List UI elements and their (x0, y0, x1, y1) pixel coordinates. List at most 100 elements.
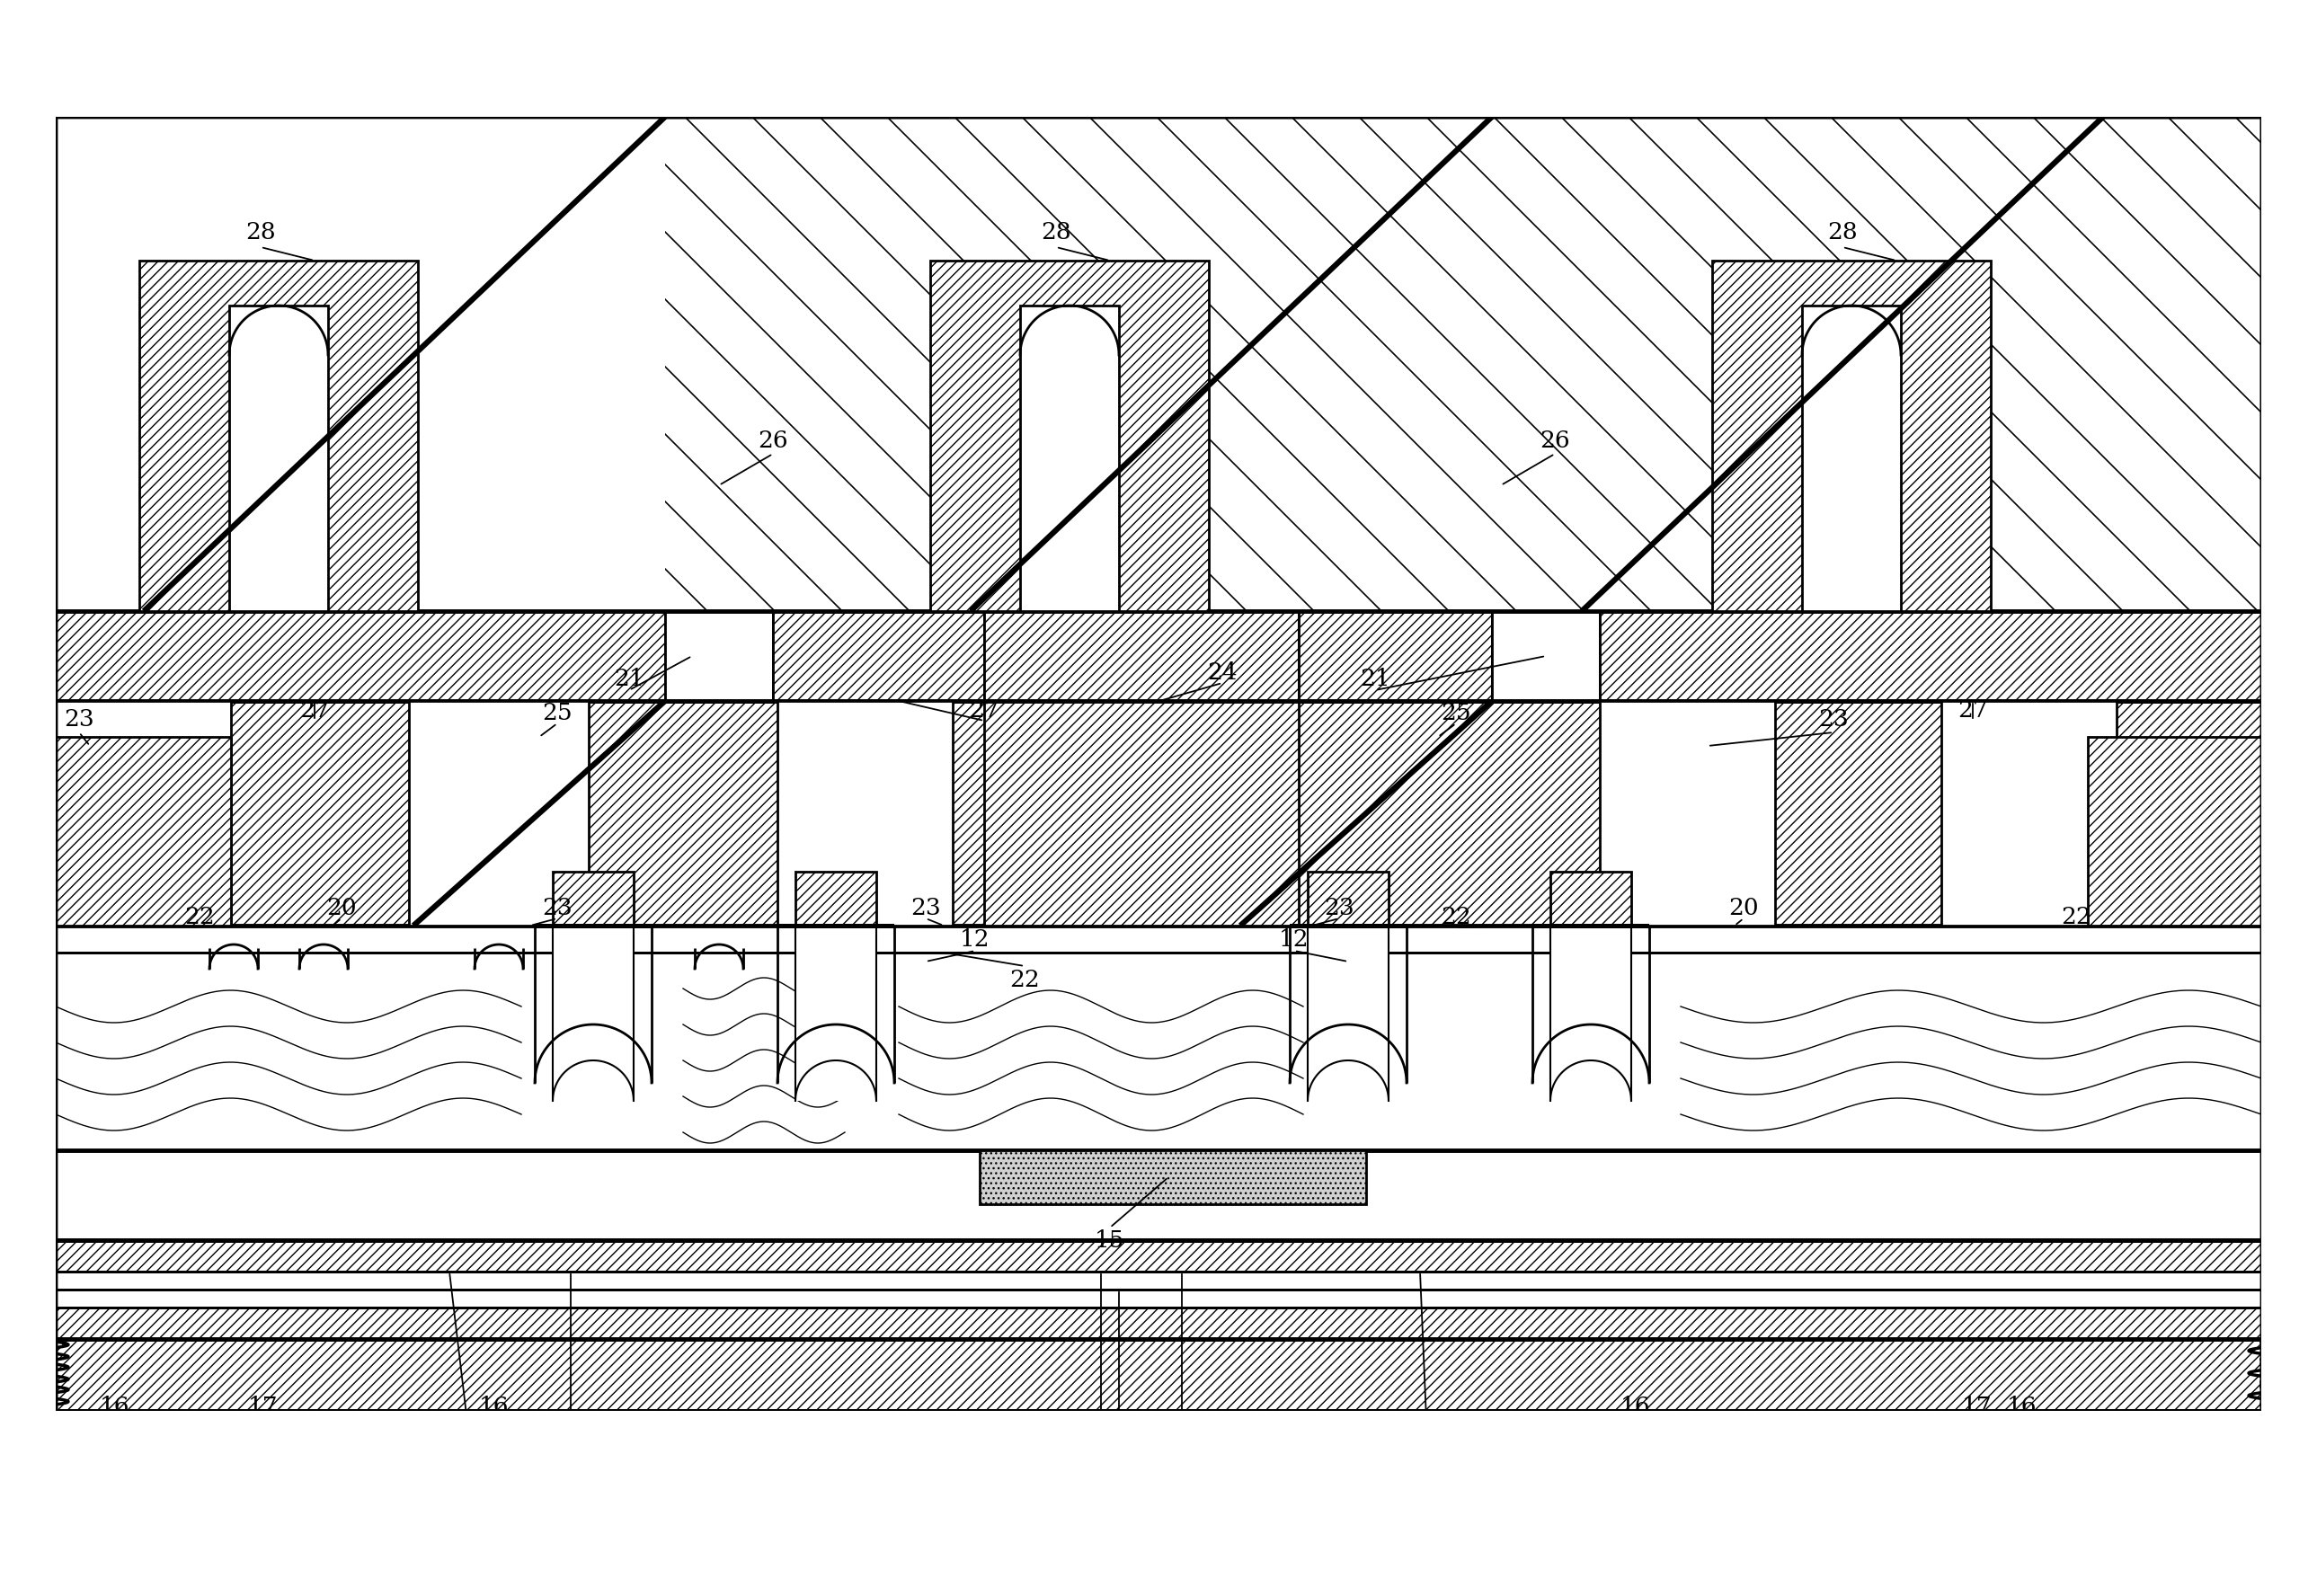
Bar (56, 953, 2261, 1240)
Bar (535, 924, 651, 929)
Text: 4: 4 (266, 1508, 283, 1531)
Text: 23: 23 (911, 897, 941, 919)
Bar (408, 701, 589, 926)
Text: 16: 16 (2007, 1395, 2037, 1417)
Text: 21: 21 (614, 667, 644, 689)
Bar (1291, 924, 1406, 929)
Bar (56, 926, 2261, 953)
Bar (56, 1339, 2261, 1411)
Text: 23: 23 (65, 707, 95, 729)
Text: 25: 25 (542, 701, 572, 725)
Bar (2088, 737, 2261, 926)
Text: 13: 13 (1168, 1479, 1198, 1502)
Text: 7: 7 (693, 1484, 709, 1508)
Text: 24: 24 (1207, 661, 1237, 683)
Bar (56, 611, 665, 701)
Text: 26: 26 (1541, 429, 1571, 452)
Bar (1712, 260, 1990, 611)
Text: 10: 10 (459, 1484, 489, 1508)
Bar (1019, 305, 1119, 611)
Text: 22: 22 (2060, 905, 2092, 927)
Bar (56, 117, 2261, 1411)
Bar (229, 305, 329, 611)
Text: 20: 20 (1728, 897, 1759, 919)
Bar (1550, 871, 1631, 926)
Text: 2: 2 (1094, 1470, 1108, 1492)
Bar (779, 701, 952, 926)
Bar (56, 117, 2261, 1411)
Text: 26: 26 (758, 429, 788, 452)
Text: 23: 23 (1819, 707, 1849, 729)
Bar (1300, 611, 1492, 701)
Text: 28: 28 (1040, 220, 1070, 243)
Text: 21: 21 (1360, 667, 1390, 689)
Text: 28: 28 (1828, 220, 1858, 243)
Bar (779, 924, 894, 929)
Text: 27: 27 (1958, 699, 1988, 721)
Text: 3: 3 (1793, 1508, 1810, 1531)
Bar (56, 1272, 2261, 1290)
Text: 15: 15 (1096, 1229, 1126, 1251)
Text: 22: 22 (185, 905, 215, 927)
Text: 1: 1 (2275, 1444, 2292, 1467)
Bar (929, 260, 1209, 611)
Bar (1942, 701, 2115, 926)
Bar (795, 926, 876, 1101)
Bar (1599, 611, 2261, 701)
Text: 11: 11 (633, 1484, 663, 1508)
Text: 23: 23 (1323, 897, 1355, 919)
Bar (56, 701, 2261, 926)
Bar (554, 871, 633, 926)
Bar (56, 737, 232, 926)
Bar (0, 1411, 2317, 1596)
Bar (554, 926, 633, 1101)
Text: 31: 31 (1103, 1516, 1133, 1539)
Bar (774, 611, 985, 701)
Text: 10: 10 (1413, 1484, 1443, 1508)
Bar (1550, 926, 1631, 1101)
Bar (1492, 611, 1599, 701)
Text: 12: 12 (1279, 927, 1309, 950)
Text: 28: 28 (246, 220, 276, 243)
Bar (56, 1290, 2261, 1307)
Bar (56, 117, 2261, 1411)
Text: 20: 20 (327, 897, 357, 919)
Bar (2261, 0, 2317, 1596)
Text: 7: 7 (1358, 1484, 1372, 1508)
Text: 5: 5 (338, 1508, 355, 1531)
Bar (0, 0, 2317, 117)
Text: 17: 17 (248, 1395, 278, 1417)
Text: 5: 5 (1390, 1484, 1404, 1508)
Text: 22: 22 (1441, 905, 1471, 927)
Bar (985, 611, 1300, 926)
Bar (1803, 305, 1900, 611)
Bar (1532, 924, 1650, 929)
Text: 3: 3 (176, 1508, 192, 1531)
Text: 16: 16 (480, 1395, 510, 1417)
Text: 16: 16 (100, 1395, 130, 1417)
Text: 17: 17 (1962, 1395, 1993, 1417)
Text: 4: 4 (1884, 1508, 1900, 1531)
Bar (56, 701, 232, 926)
Bar (1599, 701, 1775, 926)
Text: 23: 23 (542, 897, 572, 919)
Bar (980, 1151, 1367, 1205)
Text: 27: 27 (969, 699, 999, 721)
Polygon shape (56, 117, 665, 611)
Text: 6: 6 (563, 1467, 579, 1489)
Bar (1307, 871, 1388, 926)
Bar (0, 0, 56, 1596)
Bar (56, 1307, 2261, 1339)
Bar (1307, 926, 1388, 1101)
Text: 22: 22 (1010, 969, 1040, 991)
Text: 9: 9 (744, 1484, 758, 1508)
Bar (139, 260, 417, 611)
Text: 9: 9 (1314, 1484, 1328, 1508)
Bar (795, 871, 876, 926)
Bar (56, 1240, 2261, 1272)
Text: 16: 16 (1620, 1395, 1650, 1417)
Bar (665, 611, 774, 701)
Text: 25: 25 (1441, 701, 1471, 725)
Text: 11: 11 (1381, 1484, 1411, 1508)
Text: 27: 27 (299, 699, 329, 721)
